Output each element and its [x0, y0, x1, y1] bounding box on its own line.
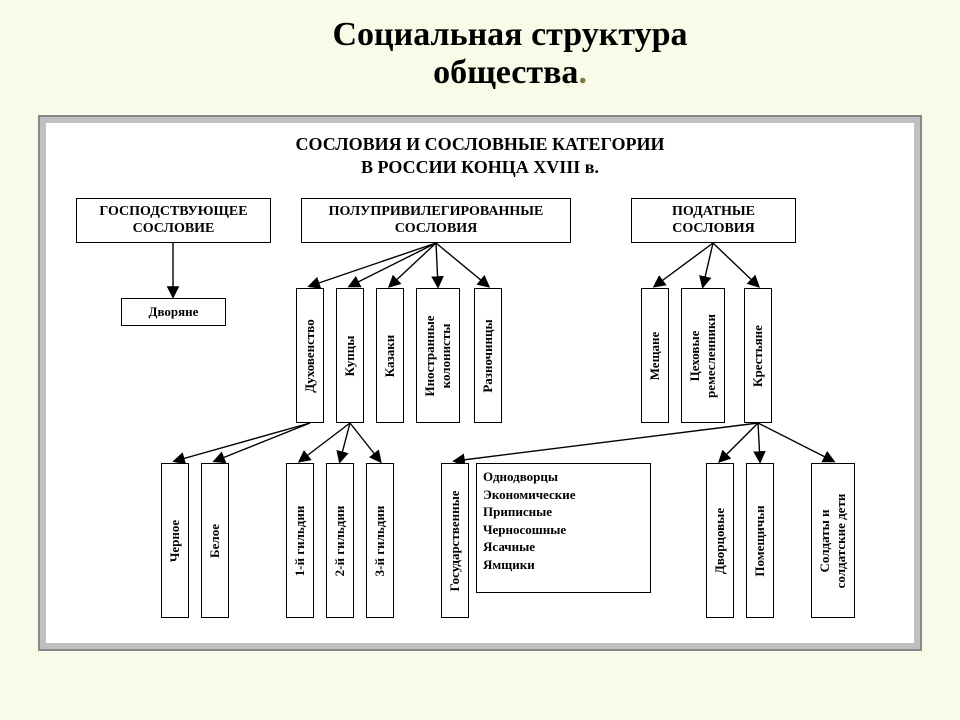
- box-peasant-1: Помещичьи: [746, 463, 774, 618]
- box-guild-1: 2-й гильдии: [326, 463, 354, 618]
- box-semi-0: Духовенство: [296, 288, 324, 423]
- box-semi-2: Казаки: [376, 288, 404, 423]
- box-taxable: ПОДАТНЫЕСОСЛОВИЯ: [631, 198, 796, 243]
- box-ruling-estate: ГОСПОДСТВУЮЩЕЕСОСЛОВИЕ: [76, 198, 271, 243]
- box-semi-3: Иностранныеколонисты: [416, 288, 460, 423]
- box-peasant-0: Дворцовые: [706, 463, 734, 618]
- box-state-peasants: Государственные: [441, 463, 469, 618]
- diagram-panel: СОСЛОВИЯ И СОСЛОВНЫЕ КАТЕГОРИИ В РОССИИ …: [38, 115, 922, 651]
- diagram-inner: СОСЛОВИЯ И СОСЛОВНЫЕ КАТЕГОРИИ В РОССИИ …: [46, 123, 914, 643]
- box-guild-2: 3-й гильдии: [366, 463, 394, 618]
- slide-title-line2: общества: [433, 54, 578, 91]
- box-clergy-1: Белое: [201, 463, 229, 618]
- slide-title-dot: .: [578, 54, 587, 91]
- box-semi-1: Купцы: [336, 288, 364, 423]
- box-tax-1: Цеховыеремесленники: [681, 288, 725, 423]
- box-tax-0: Мещане: [641, 288, 669, 423]
- box-soldiers: Солдаты исолдатские дети: [811, 463, 855, 618]
- box-semi-4: Разночинцы: [474, 288, 502, 423]
- box-nobles: Дворяне: [121, 298, 226, 326]
- box-clergy-0: Черное: [161, 463, 189, 618]
- box-tax-2: Крестьяне: [744, 288, 772, 423]
- box-state-peasants-list: ОднодворцыЭкономическиеПриписныеЧерносош…: [476, 463, 651, 593]
- slide-title: Социальная структура общества.: [100, 16, 920, 92]
- slide: Социальная структура общества. СОСЛОВИЯ …: [0, 0, 960, 720]
- slide-title-line1: Социальная структура: [333, 16, 688, 53]
- box-semi-privileged: ПОЛУПРИВИЛЕГИРОВАННЫЕСОСЛОВИЯ: [301, 198, 571, 243]
- box-guild-0: 1-й гильдии: [286, 463, 314, 618]
